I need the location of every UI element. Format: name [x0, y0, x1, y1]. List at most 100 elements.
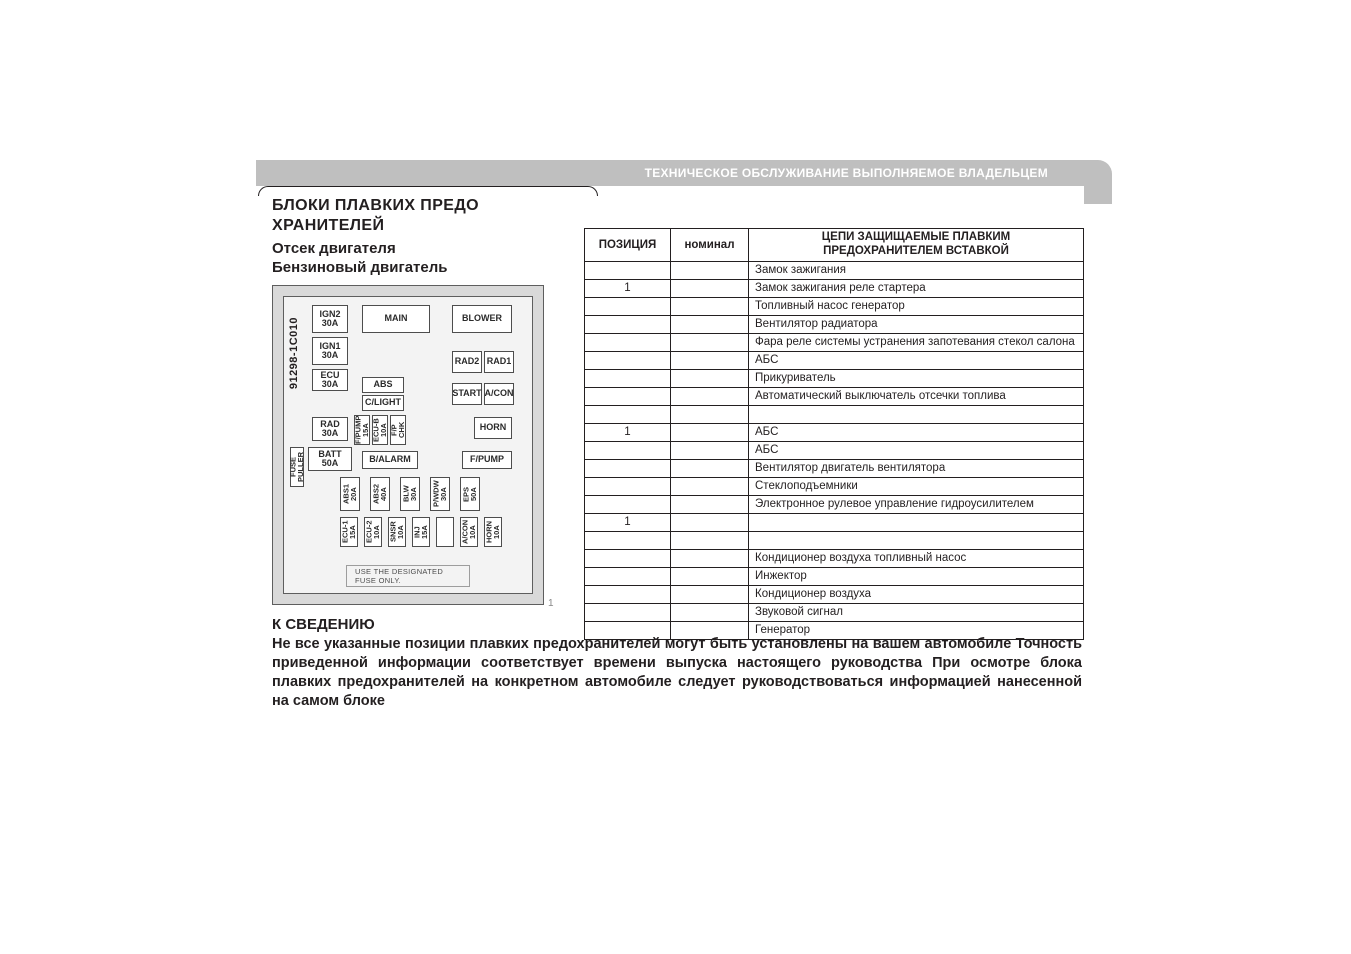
fusebox-big-slot: BLOWER [452, 305, 512, 333]
table-row: Автоматический выключатель отсечки топли… [585, 387, 1084, 405]
cell-nominal [671, 297, 749, 315]
cell-circuit: Кондиционер воздуха топливный насос [749, 549, 1084, 567]
col-header-nominal: номинал [671, 229, 749, 262]
fusebox-big-slot: BATT50A [308, 447, 352, 471]
table-row [585, 531, 1084, 549]
col-header-circuits-l1: ЦЕПИ ЗАЩИЩАЕМЫЕ ПЛАВКИМ [822, 231, 1011, 243]
cell-nominal [671, 441, 749, 459]
cell-circuit [749, 513, 1084, 531]
cell-position [585, 369, 671, 387]
cell-nominal [671, 423, 749, 441]
table-row [585, 405, 1084, 423]
cell-position [585, 261, 671, 279]
cell-nominal [671, 549, 749, 567]
fusebox-big-slot: IGN230A [312, 305, 348, 333]
fusebox-small-slot: A/CON10A [460, 517, 478, 547]
cell-circuit: Вентилятор двигатель вентилятора [749, 459, 1084, 477]
table-row: Кондиционер воздуха топливный насос [585, 549, 1084, 567]
fusebox-small-slot: ECU-210A [364, 517, 382, 547]
cell-circuit: Инжектор [749, 567, 1084, 585]
fusebox-inner: 91298-1C010 USE THE DESIGNATED FUSE ONLY… [283, 296, 533, 594]
fusebox-big-slot: IGN130A [312, 337, 348, 365]
cell-circuit: Стеклоподъемники [749, 477, 1084, 495]
table-row: АБС [585, 441, 1084, 459]
subtitle-2: Бензиновый двигатель [272, 259, 448, 278]
fusebox-small-slot: INJ15A [412, 517, 430, 547]
cell-nominal [671, 567, 749, 585]
fusebox-big-slot: A/CON [484, 383, 514, 405]
section-tab: БЛОКИ ПЛАВКИХ ПРЕДОХРАНИТЕЛЕЙ [258, 186, 598, 240]
cell-circuit: Замок зажигания реле стартера [749, 279, 1084, 297]
cell-circuit: Автоматический выключатель отсечки топли… [749, 387, 1084, 405]
table-row: Фара реле системы устранения запотевания… [585, 333, 1084, 351]
header-bar-text: ТЕХНИЧЕСКОЕ ОБСЛУЖИВАНИЕ ВЫПОЛНЯЕМОЕ ВЛА… [645, 166, 1048, 180]
cell-position [585, 351, 671, 369]
col-header-circuits-l2: ПРЕДОХРАНИТЕЛЕМ ВСТАВКОЙ [823, 245, 1009, 257]
cell-position [585, 297, 671, 315]
fusebox-small-slot: F/P CHK [390, 415, 406, 445]
fuse-puller-label: FUSE PULLER [290, 447, 304, 487]
table-row: Топливный насос генератор [585, 297, 1084, 315]
cell-nominal [671, 477, 749, 495]
cell-position [585, 495, 671, 513]
cell-circuit: АБС [749, 441, 1084, 459]
fusebox-small-slot: P/WDW30A [430, 477, 450, 511]
cell-nominal [671, 405, 749, 423]
table-row: Кондиционер воздуха [585, 585, 1084, 603]
cell-circuit: Электронное рулевое управление гидроусил… [749, 495, 1084, 513]
table-row: Прикуриватель [585, 369, 1084, 387]
cell-position [585, 531, 671, 549]
fusebox-big-slot: ABS [362, 377, 404, 393]
fusebox-small-slot [436, 517, 454, 547]
subtitle-1: Отсек двигателя [272, 240, 448, 259]
fusebox-footer: USE THE DESIGNATED FUSE ONLY. [346, 565, 470, 587]
cell-nominal [671, 261, 749, 279]
tab-edge [258, 186, 598, 196]
fusebox-small-slot: EPS50A [460, 477, 480, 511]
note-heading: К СВЕДЕНИЮ [272, 616, 1082, 633]
fusebox-big-slot: RAD1 [484, 351, 514, 373]
fusebox-big-slot: C/LIGHT [362, 395, 404, 411]
cell-circuit: АБС [749, 423, 1084, 441]
fusebox-small-slot: F/PUMP15A [354, 415, 370, 445]
cell-nominal [671, 387, 749, 405]
cell-nominal [671, 351, 749, 369]
fusebox-big-slot: START [452, 383, 482, 405]
table-row: АБС [585, 351, 1084, 369]
cell-circuit: АБС [749, 351, 1084, 369]
col-header-position: ПОЗИЦИЯ [585, 229, 671, 262]
fusebox-big-slot: HORN [474, 417, 512, 439]
cell-position [585, 567, 671, 585]
cell-position [585, 549, 671, 567]
cell-nominal [671, 585, 749, 603]
figure-number: 1 [548, 598, 554, 609]
cell-position [585, 387, 671, 405]
fusebox-part-number: 91298-1C010 [288, 317, 300, 389]
fusebox-big-slot: B/ALARM [362, 451, 418, 469]
cell-nominal [671, 279, 749, 297]
table-row: 1 [585, 513, 1084, 531]
cell-position [585, 405, 671, 423]
fusebox-small-slot: HORN10A [484, 517, 502, 547]
cell-nominal [671, 513, 749, 531]
cell-circuit: Фара реле системы устранения запотевания… [749, 333, 1084, 351]
cell-nominal [671, 333, 749, 351]
fusebox-small-slot: ECU-B10A [372, 415, 388, 445]
table-row: 1 АБС [585, 423, 1084, 441]
cell-position [585, 441, 671, 459]
fusebox-small-slot: ABS120A [340, 477, 360, 511]
note-block: К СВЕДЕНИЮ Не все указанные позиции плав… [272, 616, 1082, 712]
header-bar: ТЕХНИЧЕСКОЕ ОБСЛУЖИВАНИЕ ВЫПОЛНЯЕМОЕ ВЛА… [256, 160, 1084, 186]
fusebox-small-slot: BLW30A [400, 477, 420, 511]
table-row: 1Замок зажигания реле стартера [585, 279, 1084, 297]
cell-position: 1 [585, 513, 671, 531]
cell-position [585, 585, 671, 603]
cell-position [585, 477, 671, 495]
fusebox-big-slot: RAD30A [312, 417, 348, 441]
cell-position: 1 [585, 423, 671, 441]
fusebox-big-slot: F/PUMP [462, 451, 512, 469]
cell-nominal [671, 459, 749, 477]
table-row: Стеклоподъемники [585, 477, 1084, 495]
table-row: Вентилятор радиатора [585, 315, 1084, 333]
fusebox-small-slot: ABS240A [370, 477, 390, 511]
